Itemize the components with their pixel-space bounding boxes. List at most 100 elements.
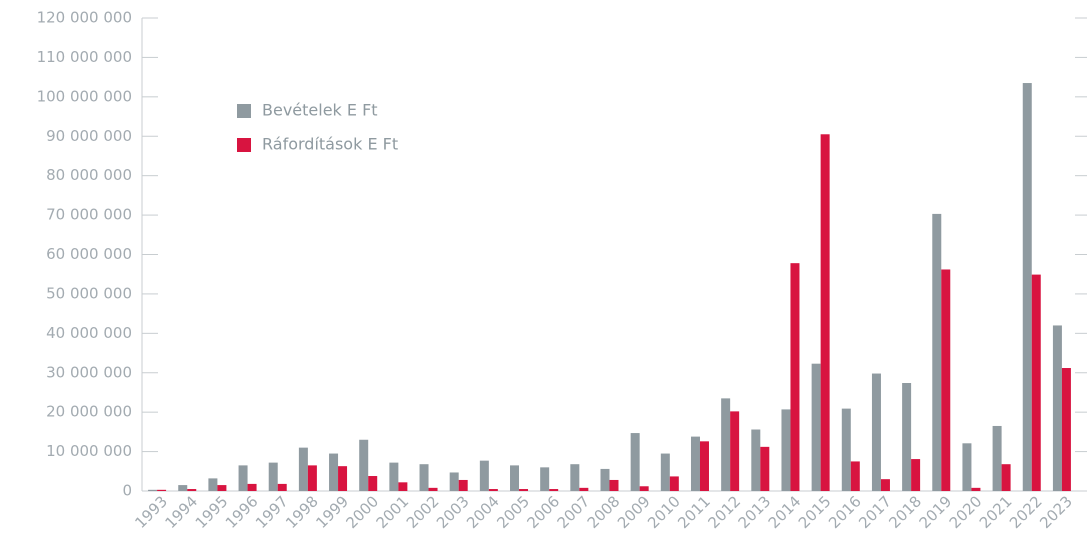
x-tick-label: 2007 bbox=[554, 492, 594, 532]
legend-label: Ráfordítások E Ft bbox=[262, 135, 398, 154]
bar bbox=[992, 425, 1002, 491]
bar bbox=[1052, 325, 1062, 491]
y-tick-label: 90 000 000 bbox=[46, 127, 132, 145]
y-tick-label: 70 000 000 bbox=[46, 206, 132, 224]
legend-label: Bevételek E Ft bbox=[262, 101, 378, 120]
bar bbox=[911, 459, 921, 491]
x-tick-label: 1999 bbox=[312, 492, 352, 532]
y-tick-label: 0 bbox=[122, 482, 132, 500]
x-tick-label: 1993 bbox=[131, 492, 171, 532]
bar bbox=[751, 429, 761, 491]
x-tick-label: 2021 bbox=[976, 492, 1016, 532]
x-tick-label: 2018 bbox=[885, 492, 925, 532]
bar bbox=[962, 443, 972, 491]
bar bbox=[368, 476, 378, 491]
bar bbox=[389, 462, 399, 491]
x-tick-label: 2020 bbox=[946, 492, 986, 532]
bar bbox=[217, 485, 227, 491]
x-tick-label: 2012 bbox=[704, 492, 744, 532]
x-tick-label: 1996 bbox=[222, 492, 262, 532]
bar bbox=[488, 489, 498, 491]
bar bbox=[510, 465, 520, 491]
bar bbox=[841, 408, 851, 491]
bar bbox=[871, 373, 881, 491]
y-tick-label: 80 000 000 bbox=[46, 166, 132, 184]
bar bbox=[208, 478, 218, 491]
bar bbox=[630, 433, 640, 491]
bar bbox=[609, 479, 619, 491]
x-tick-label: 2000 bbox=[342, 492, 382, 532]
bar bbox=[298, 447, 308, 491]
bar bbox=[790, 263, 800, 491]
bar bbox=[178, 485, 188, 491]
bar bbox=[479, 460, 489, 491]
x-tick-label: 1995 bbox=[192, 492, 232, 532]
bar bbox=[449, 472, 459, 491]
bar bbox=[570, 464, 580, 491]
bar bbox=[419, 464, 429, 491]
bar bbox=[1061, 368, 1071, 491]
bar bbox=[690, 436, 700, 491]
legend-swatch bbox=[237, 138, 251, 152]
x-tick-label: 2004 bbox=[463, 492, 503, 532]
y-tick-label: 10 000 000 bbox=[46, 442, 132, 460]
bar bbox=[277, 483, 287, 491]
x-tick-label: 2013 bbox=[735, 492, 775, 532]
bar bbox=[238, 465, 248, 491]
x-tick-label: 2005 bbox=[493, 492, 533, 532]
x-tick-label: 2014 bbox=[765, 492, 805, 532]
x-tick-label: 2002 bbox=[403, 492, 443, 532]
bar bbox=[338, 466, 348, 491]
bar bbox=[721, 398, 731, 491]
bar bbox=[428, 487, 438, 491]
bar bbox=[549, 489, 559, 491]
bar bbox=[660, 453, 670, 491]
x-tick-label: 2023 bbox=[1036, 492, 1076, 532]
bar bbox=[902, 382, 912, 491]
bar bbox=[669, 476, 679, 491]
x-tick-label: 2001 bbox=[373, 492, 413, 532]
bar bbox=[639, 486, 649, 491]
bar bbox=[600, 468, 610, 491]
bar bbox=[1022, 83, 1032, 491]
bar bbox=[932, 213, 942, 492]
y-tick-label: 20 000 000 bbox=[46, 403, 132, 421]
bar bbox=[359, 439, 369, 491]
bar bbox=[880, 479, 890, 491]
bar bbox=[458, 479, 468, 491]
x-tick-label: 2003 bbox=[433, 492, 473, 532]
bar bbox=[850, 461, 860, 491]
bar bbox=[811, 363, 821, 491]
bar bbox=[329, 453, 339, 491]
bar bbox=[157, 489, 167, 491]
bar bbox=[247, 483, 257, 491]
legend-swatch bbox=[237, 104, 251, 118]
bar bbox=[579, 487, 589, 491]
x-tick-label: 2009 bbox=[614, 492, 654, 532]
y-tick-label: 120 000 000 bbox=[37, 9, 132, 27]
bar bbox=[941, 269, 951, 491]
x-tick-label: 2011 bbox=[674, 492, 714, 532]
y-tick-label: 60 000 000 bbox=[46, 245, 132, 263]
x-tick-label: 2008 bbox=[584, 492, 624, 532]
x-tick-label: 2015 bbox=[795, 492, 835, 532]
x-tick-label: 1997 bbox=[252, 492, 292, 532]
bar bbox=[971, 487, 981, 491]
bar bbox=[398, 482, 408, 491]
bar bbox=[268, 462, 278, 491]
bar bbox=[699, 441, 709, 491]
bar bbox=[1001, 464, 1011, 491]
x-tick-label: 2010 bbox=[644, 492, 684, 532]
y-tick-label: 40 000 000 bbox=[46, 324, 132, 342]
bar bbox=[760, 446, 770, 491]
bar bbox=[1031, 274, 1041, 491]
bar bbox=[540, 467, 550, 491]
x-tick-label: 2006 bbox=[523, 492, 563, 532]
x-tick-label: 1998 bbox=[282, 492, 322, 532]
y-tick-label: 100 000 000 bbox=[37, 87, 132, 105]
x-tick-label: 1994 bbox=[162, 492, 202, 532]
y-tick-label: 50 000 000 bbox=[46, 284, 132, 302]
y-tick-label: 110 000 000 bbox=[37, 48, 132, 66]
bar bbox=[307, 465, 317, 491]
